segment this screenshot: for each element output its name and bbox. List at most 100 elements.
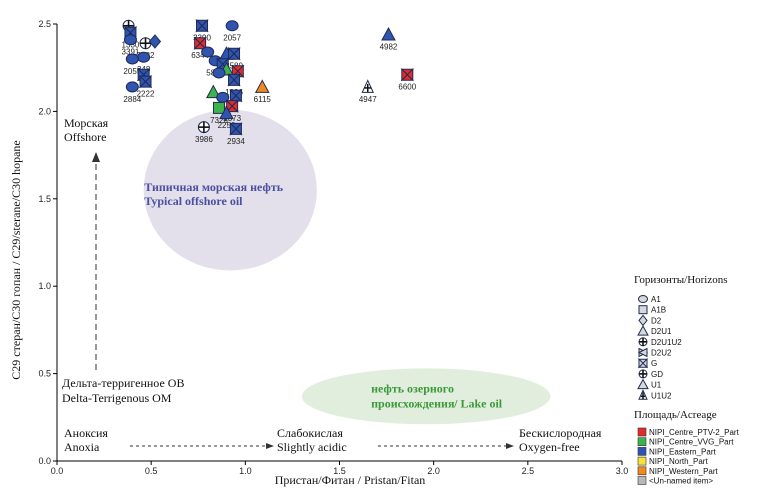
data-point <box>148 34 162 49</box>
axis-ticks: 0.0 0.5 1.0 1.5 2.0 2.5 3.0 0.0 0.5 1.0 1.5 2.0 2.5 <box>38 19 628 476</box>
point-label: 6600 <box>398 83 416 92</box>
x-tick-label: 0.0 <box>51 466 64 476</box>
legend-horizon-item: U1 <box>637 378 662 390</box>
data-points: 1330339139823482055222228843390205763443… <box>122 19 417 146</box>
legend-acreage: NIPI_Centre_PTV-2_PartNIPI_Centre_VVG_Pa… <box>637 427 740 486</box>
data-point <box>254 79 270 93</box>
data-point <box>197 121 210 134</box>
legend-horizon-label: D2U2 <box>651 349 672 358</box>
data-point <box>138 74 153 89</box>
annotation-anoxia-ru: Аноксия <box>64 426 108 440</box>
legend-horizon-item: D2U1U2 <box>638 337 682 347</box>
annotation-oxygen-free-ru: Бескислородная <box>519 426 602 440</box>
legend-box <box>634 292 756 492</box>
annotation-slightly-acidic-en: Slightly acidic <box>277 440 347 454</box>
typical-offshore-oil-region <box>143 109 317 271</box>
x-tick-label: 2.5 <box>522 466 535 476</box>
point-label: 2055 <box>123 67 141 76</box>
legend-horizon-label: A1 <box>651 295 661 304</box>
point-label: 6344 <box>191 51 209 60</box>
legend-horizon-item: A1B <box>638 305 666 315</box>
legend-acreage-item: NIPI_North_Part <box>637 456 708 466</box>
annotation-anoxia-en: Anoxia <box>64 440 100 454</box>
y-tick-label: 0.0 <box>38 456 51 466</box>
legend-acreage-swatch <box>637 437 647 447</box>
point-label: 2934 <box>227 137 245 146</box>
x-tick-label: 1.5 <box>333 466 346 476</box>
legend-horizon-item: A1 <box>638 295 661 304</box>
legend-acreage-item: NIPI_Centre_VVG_Part <box>637 437 734 447</box>
data-point <box>212 101 225 114</box>
typical-offshore-oil-label-en: Typical offshore oil <box>144 194 243 208</box>
data-point <box>139 37 152 50</box>
legend-acreage-swatch <box>637 427 647 437</box>
legend-acreage-item: NIPI_Western_Part <box>637 466 719 476</box>
legend-horizon-item: D2 <box>638 314 662 327</box>
lake-oil-label-en: / Lake oil <box>453 396 503 410</box>
legend-acreage-swatch <box>637 476 647 485</box>
legend-horizon-item: GD <box>638 369 663 379</box>
legend-horizons-title: Горизонты/Horizons <box>634 274 728 286</box>
legend-horizon-label: G <box>651 359 657 368</box>
legend-acreage-title: Площадь/Acreage <box>634 409 717 421</box>
legend-horizon-label: D2U1 <box>651 327 672 336</box>
lake-oil-label-ru2: происхождения <box>371 396 455 410</box>
data-point <box>400 67 415 82</box>
y-tick-label: 2.0 <box>38 106 51 116</box>
legend-horizon-item: D2U2 <box>637 347 672 358</box>
legend-acreage-item: NIPI_Centre_PTV-2_Part <box>637 427 740 437</box>
data-point <box>225 20 239 32</box>
legend-acreage-swatch <box>637 447 647 456</box>
data-point <box>229 88 243 103</box>
point-label: 4947 <box>359 95 377 104</box>
arrow-anoxia-head <box>266 443 274 449</box>
point-label: 2884 <box>123 95 141 104</box>
point-label: 3986 <box>195 135 213 144</box>
y-tick-label: 2.5 <box>38 19 51 29</box>
annotation-delta-en: Delta-Terrigenous OM <box>62 391 172 405</box>
data-point <box>205 84 221 99</box>
legend-acreage-label: NIPI_Centre_PTV-2_Part <box>649 428 740 437</box>
point-label: 2250 <box>218 121 236 130</box>
legend-horizon-item: D2U1 <box>637 325 672 336</box>
legend-acreage-label: <Un-named item> <box>649 477 713 486</box>
lake-oil-region <box>301 368 551 425</box>
point-label: 6115 <box>254 95 272 104</box>
legend-horizon-label: D2 <box>651 316 662 325</box>
x-tick-label: 0.5 <box>145 466 158 476</box>
data-point <box>227 47 241 61</box>
data-point <box>193 36 207 50</box>
point-label: 3391 <box>122 48 140 57</box>
legend-acreage-item: <Un-named item> <box>637 476 713 486</box>
point-label: 4982 <box>380 42 398 51</box>
annotation-delta-ru: Дельта-терригенное ОВ <box>62 376 184 390</box>
legend-acreage-label: NIPI_Western_Part <box>649 467 719 476</box>
legend-horizon-item: U1U2 <box>638 389 672 400</box>
annotation-offshore-ru: Морская <box>64 116 109 130</box>
arrow-offshore-head <box>92 152 100 162</box>
x-tick-label: 3.0 <box>616 466 629 476</box>
data-point <box>381 26 396 41</box>
typical-offshore-oil-label-ru: Типичная морская нефть <box>144 180 283 194</box>
x-axis-title: Пристан/Фитан / Pristan/Fitan <box>275 473 426 487</box>
legend-horizon-label: A1B <box>651 306 666 315</box>
legend-acreage-swatch <box>637 456 647 466</box>
data-point <box>201 46 215 58</box>
data-point <box>137 51 151 63</box>
point-label: 7326 <box>210 116 228 125</box>
data-point <box>195 19 209 33</box>
point-label: 2057 <box>223 34 241 43</box>
point-label: 2222 <box>137 90 155 99</box>
legend-horizon-item: G <box>637 357 657 369</box>
data-point <box>125 53 139 65</box>
annotation-offshore-en: Offshore <box>64 130 106 144</box>
data-point <box>225 99 239 113</box>
x-tick-label: 2.0 <box>427 466 440 476</box>
data-point <box>212 67 226 79</box>
data-point <box>123 34 137 46</box>
data-point <box>361 79 375 93</box>
data-point <box>227 73 241 87</box>
annotation-slightly-acidic-ru: Слабокислая <box>277 426 343 440</box>
